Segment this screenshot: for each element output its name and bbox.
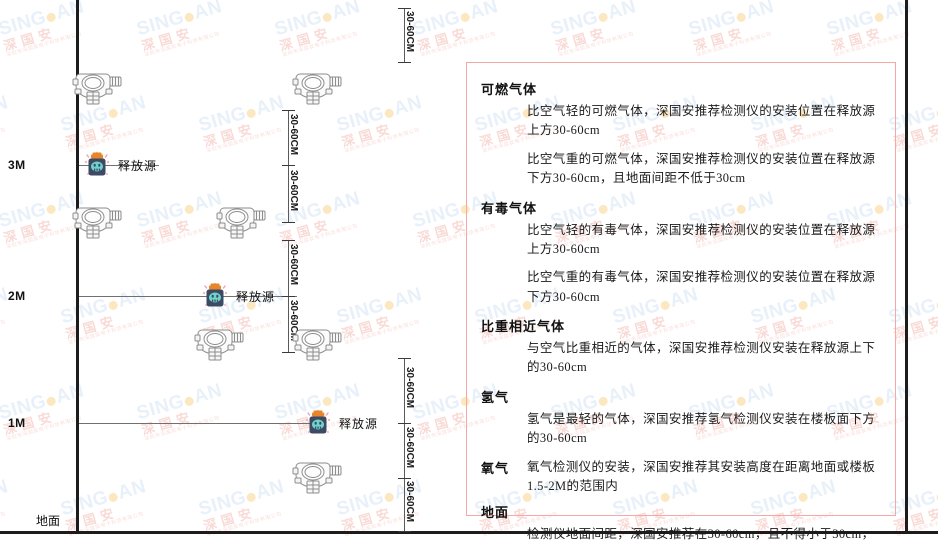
dimension-line — [404, 423, 405, 478]
gas-detector-icon — [288, 455, 344, 499]
dimension-line — [288, 165, 289, 222]
gas-detector-icon — [68, 200, 124, 244]
release-source-icon — [303, 408, 333, 438]
gas-detector-icon — [288, 322, 344, 366]
dimension-tick — [282, 352, 295, 353]
panel-section-heading: 地面 — [481, 505, 510, 521]
dimension-label: 30-60CM — [288, 169, 299, 211]
dimension-line — [404, 478, 405, 531]
dimension-label: 30-60CM — [288, 244, 299, 286]
gas-detector-icon — [190, 322, 246, 366]
level-line-2m — [79, 296, 297, 297]
panel-section-paragraph: 比空气轻的可燃气体，深国安推荐检测仪的安装位置在释放源上方30-60cm — [527, 104, 876, 138]
recommendation-panel: 可燃气体比空气轻的可燃气体，深国安推荐检测仪的安装位置在释放源上方30-60cm… — [466, 62, 896, 541]
gas-detector-icon — [212, 200, 268, 244]
dimension-label: 30-60CM — [404, 426, 415, 468]
dimension-tick — [398, 8, 411, 9]
panel-section-paragraph: 检测仪地面间距，深国安推荐在30-60cm，且不得小于30cm，因为过低容易水溅… — [527, 527, 875, 541]
panel-section-paragraph: 比空气轻的有毒气体，深国安推荐检测仪的安装位置在释放源上方30-60cm — [527, 222, 876, 256]
panel-section: 比重相近气体与空气比重相近的气体，深国安推荐检测仪安装在释放源上下的30-60c… — [481, 316, 881, 378]
dimension-label: 30-60CM — [404, 11, 415, 53]
frame-left-axis — [76, 0, 79, 533]
dimension-line — [288, 110, 289, 165]
frame-right-edge — [905, 0, 908, 533]
dimension-tick — [282, 222, 295, 223]
dimension-tick — [398, 62, 411, 63]
dimension-tick — [282, 165, 295, 166]
dimension-tick — [398, 531, 411, 532]
release-source-label: 释放源 — [118, 159, 158, 173]
panel-section: 地面检测仪地面间距，深国安推荐在30-60cm，且不得小于30cm，因为过低容易… — [481, 502, 881, 541]
dimension-tick — [282, 296, 295, 297]
panel-section-paragraph: 比空气重的可燃气体，深国安推荐检测仪的安装位置在释放源下方30-60cm，且地面… — [527, 151, 876, 186]
release-source-label: 释放源 — [339, 417, 379, 431]
panel-section-heading: 氢气 — [481, 389, 510, 405]
dimension-line — [404, 358, 405, 423]
panel-section-paragraph: 比空气重的有毒气体，深国安推荐检测仪的安装位置在释放源下方30-60cm — [527, 270, 876, 304]
dimension-line — [404, 8, 405, 62]
panel-section: 可燃气体比空气轻的可燃气体，深国安推荐检测仪的安装位置在释放源上方30-60cm… — [481, 79, 881, 189]
dimension-label: 30-60CM — [288, 113, 299, 155]
dimension-tick — [398, 358, 411, 359]
gas-detector-icon — [68, 66, 124, 110]
release-source-icon — [82, 150, 112, 180]
panel-section: 氢气氢气是最轻的气体，深国安推荐氢气检测仪安装在楼板面下方的30-60cm — [481, 387, 881, 449]
release-source-label: 释放源 — [236, 290, 276, 304]
panel-section-paragraph: 与空气比重相近的气体，深国安推荐检测仪安装在释放源上下的30-60cm — [527, 341, 876, 375]
ground-label: 地面 — [36, 514, 61, 528]
gas-detector-icon — [288, 66, 344, 110]
dimension-tick — [282, 110, 295, 111]
panel-section-paragraph: 氢气是最轻的气体，深国安推荐氢气检测仪安装在楼板面下方的30-60cm — [527, 411, 876, 446]
panel-section: 有毒气体比空气轻的有毒气体，深国安推荐检测仪的安装位置在释放源上方30-60cm… — [481, 198, 881, 308]
level-line-1m — [79, 423, 314, 424]
panel-section-paragraph: 氧气检测仪的安装，深国安推荐其安装高度在距离地面或楼板1.5-2M的范围内 — [527, 459, 876, 493]
dimension-line — [288, 240, 289, 296]
dimension-label: 30-60CM — [404, 480, 415, 522]
frame-bottom-ground — [0, 531, 938, 534]
level-label-1m: 1M — [8, 416, 26, 430]
dimension-line — [288, 296, 289, 352]
level-line-3m — [79, 165, 159, 166]
dimension-tick — [398, 478, 411, 479]
panel-section: 氧气 氧气检测仪的安装，深国安推荐其安装高度在距离地面或楼板1.5-2M的范围内 — [481, 458, 881, 497]
panel-section-heading: 有毒气体 — [481, 200, 538, 216]
level-label-3m: 3M — [8, 158, 26, 172]
panel-section-heading: 比重相近气体 — [481, 319, 566, 334]
dimension-tick — [282, 240, 295, 241]
release-source-icon — [200, 281, 230, 311]
dimension-label: 30-60CM — [404, 366, 415, 408]
dimension-tick — [398, 423, 411, 424]
panel-section-heading: 可燃气体 — [481, 82, 538, 97]
level-label-2m: 2M — [8, 289, 26, 303]
panel-section-heading: 氧气 — [481, 460, 510, 476]
